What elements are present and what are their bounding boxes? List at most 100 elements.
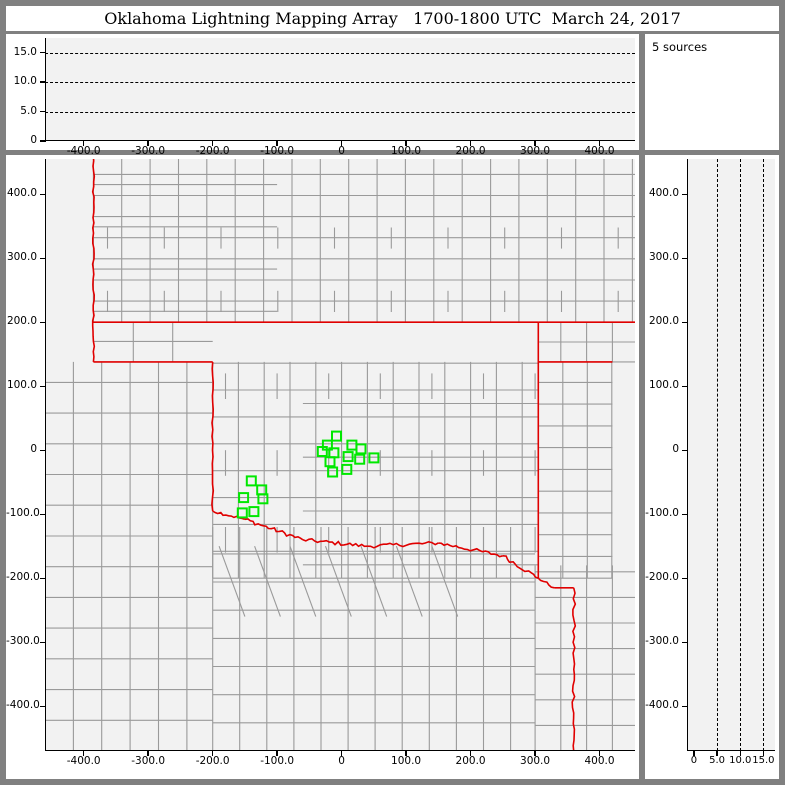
hist-xtick-1: [716, 751, 718, 756]
county-boundary: [218, 546, 246, 617]
county-boundary: [289, 546, 317, 617]
source-marker-17: [236, 507, 248, 519]
state-boundary: [537, 577, 555, 589]
map-y-ticklabel-3: -100.0: [6, 507, 40, 520]
hist-ytick-4: [682, 449, 688, 451]
plan-view-map-panel: -400.0 -300.0 -200.0 -100.0 0 100.0 200.0 300.0…: [6, 155, 639, 779]
map-xtick-1: [147, 751, 149, 756]
map-y-ticklabel-1: -300.0: [6, 635, 40, 648]
map-ytick-7: [40, 257, 46, 259]
hist-x-ticklabel-3: 15.0: [752, 755, 775, 766]
hist-ytick-1: [682, 641, 688, 643]
map-ytick-0: [40, 705, 46, 707]
state-boundary: [302, 537, 368, 548]
map-x-ticklabel-1: -300.0: [131, 755, 166, 767]
map-ytick-4: [40, 449, 46, 451]
source-marker-4: [346, 439, 358, 451]
gridline-v-2: [740, 159, 742, 751]
altitude-histogram-panel: -400.0 -300.0 -200.0 -100.0 0 100.0 200.0 300.0…: [645, 155, 779, 779]
xtick-8: [598, 141, 601, 146]
page-title: Oklahoma Lightning Mapping Array 1700-18…: [104, 9, 681, 28]
map-xtick-4: [340, 751, 343, 756]
source-marker-12: [245, 475, 257, 487]
altitude-histogram-plot-area: [687, 159, 775, 751]
xtick-6: [469, 141, 472, 146]
hist-x-ticklabel-1: 5.0: [709, 755, 726, 766]
map-ytick-2: [40, 577, 46, 579]
state-boundary: [91, 159, 96, 362]
state-boundary: [244, 518, 304, 541]
map-xtick-2: [211, 751, 214, 756]
county-boundary: [324, 546, 352, 617]
source-count-panel: 5 sources: [645, 34, 779, 150]
map-xtick-0: [82, 751, 85, 756]
xtick-0: [82, 141, 85, 146]
x-ticklabel-5: 100.0: [391, 145, 422, 157]
state-boundary: [438, 542, 503, 558]
map-xtick-5: [405, 751, 407, 756]
gridline-h-3: [45, 52, 635, 54]
ytick-2: [40, 81, 46, 83]
hist-y-ticklabel-3: -100.0: [645, 507, 679, 520]
hist-ytick-7: [682, 257, 688, 259]
map-x-ticklabel-7: 300.0: [520, 755, 551, 767]
map-y-ticklabel-8: 400.0: [6, 187, 37, 200]
hist-y-ticklabel-0: -400.0: [645, 699, 679, 712]
gridline-h-1: [45, 111, 635, 113]
source-marker-14: [238, 492, 250, 504]
hist-y-ticklabel-8: 400.0: [648, 187, 679, 200]
histogram-y-axis: [687, 159, 689, 751]
map-y-ticklabel-0: -400.0: [6, 699, 40, 712]
histogram-x-axis: [687, 750, 775, 752]
xtick-4: [340, 141, 343, 146]
map-x-ticklabel-4: 0: [338, 755, 345, 767]
source-marker-11: [341, 463, 353, 475]
lightning-source-markers: [236, 430, 380, 519]
hist-y-ticklabel-5: 100.0: [648, 379, 679, 392]
source-marker-15: [257, 493, 269, 505]
x-ticklabel-2: -200.0: [195, 145, 230, 157]
xtick-1: [147, 141, 149, 146]
map-xtick-3: [276, 751, 278, 756]
hist-y-ticklabel-1: -300.0: [645, 635, 679, 648]
map-x-ticklabel-5: 100.0: [391, 755, 422, 767]
source-marker-8: [368, 452, 380, 464]
x-ticklabel-7: 300.0: [520, 145, 551, 157]
map-x-ticklabel-6: 200.0: [455, 755, 486, 767]
map-y-ticklabel-4: 0: [30, 443, 37, 456]
ytick-3: [40, 52, 46, 54]
map-y-ticklabel-7: 300.0: [6, 251, 37, 264]
state-boundary: [571, 587, 577, 751]
source-count-label: 5 sources: [652, 40, 708, 54]
hist-ytick-2: [682, 577, 688, 579]
source-marker-6: [342, 451, 354, 463]
hist-ytick-6: [682, 321, 688, 323]
map-ytick-1: [40, 641, 46, 643]
map-y-ticklabel-6: 200.0: [6, 315, 37, 328]
y-ticklabel-1: 5.0: [20, 104, 37, 117]
hist-y-ticklabel-7: 300.0: [648, 251, 679, 264]
xtick-5: [405, 141, 407, 146]
county-boundary: [395, 546, 423, 617]
map-xtick-7: [534, 751, 536, 756]
y-ticklabel-3: 15.0: [13, 45, 37, 58]
x-ticklabel-1: -300.0: [131, 145, 166, 157]
map-ytick-5: [40, 385, 46, 387]
x-ticklabel-3: -100.0: [260, 145, 295, 157]
map-y-axis: [45, 159, 47, 751]
x-ticklabel-0: -400.0: [66, 145, 101, 157]
map-x-ticklabel-0: -400.0: [66, 755, 101, 767]
source-marker-10: [327, 466, 339, 478]
x-ticklabel-6: 200.0: [455, 145, 486, 157]
x-ticklabel-4: 0: [338, 145, 345, 157]
source-marker-0: [331, 430, 342, 442]
map-x-ticklabel-2: -200.0: [195, 755, 230, 767]
altitude-time-x-axis: [45, 140, 635, 142]
hist-xtick-3: [762, 751, 765, 756]
y-ticklabel-2: 10.0: [13, 75, 37, 88]
map-y-ticklabel-5: 100.0: [6, 379, 37, 392]
hist-x-ticklabel-0: 0: [690, 755, 698, 766]
ytick-1: [40, 110, 46, 113]
hist-x-ticklabel-2: 10.0: [729, 755, 752, 766]
